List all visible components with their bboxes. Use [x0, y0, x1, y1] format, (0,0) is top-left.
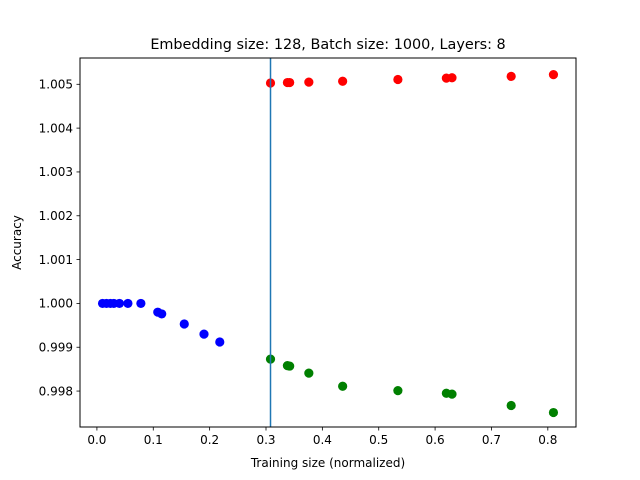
- data-point: [114, 298, 125, 309]
- y-axis-ticks: 0.998 0.999 1.000 1.001 1.002 1.003 1.004 1.005: [39, 77, 80, 398]
- data-point: [393, 386, 403, 396]
- data-point: [548, 407, 559, 418]
- x-tick-label: 0.1: [144, 433, 163, 447]
- x-tick-label: 0.0: [87, 433, 106, 447]
- data-point: [285, 361, 295, 371]
- y-tick-label: 1.001: [39, 253, 73, 267]
- data-point: [179, 319, 189, 329]
- data-point: [304, 368, 314, 378]
- x-tick-label: 0.3: [256, 433, 275, 447]
- x-tick-label: 0.4: [313, 433, 332, 447]
- y-tick-label: 1.000: [39, 297, 73, 311]
- data-point: [447, 73, 457, 83]
- data-point: [123, 298, 133, 309]
- chart-title: Embedding size: 128, Batch size: 1000, L…: [150, 37, 505, 53]
- data-point: [157, 309, 167, 319]
- data-point: [393, 74, 403, 85]
- y-tick-label: 1.002: [39, 209, 73, 223]
- y-axis-label: Accuracy: [10, 215, 24, 270]
- data-point: [338, 76, 348, 86]
- y-tick-label: 1.004: [39, 121, 73, 135]
- x-tick-label: 0.6: [426, 433, 445, 447]
- data-point: [506, 71, 516, 82]
- x-tick-label: 0.2: [200, 433, 219, 447]
- data-point: [215, 337, 225, 347]
- x-tick-label: 0.5: [369, 433, 388, 447]
- data-point: [506, 400, 516, 411]
- data-point: [285, 77, 295, 88]
- plot-layer: [97, 58, 559, 427]
- y-tick-label: 1.005: [39, 77, 73, 91]
- data-point: [136, 298, 146, 309]
- data-point: [304, 77, 314, 87]
- y-tick-label: 0.999: [39, 340, 73, 354]
- x-axis-label: Training size (normalized): [250, 456, 405, 470]
- data-point: [548, 70, 559, 80]
- data-point: [338, 381, 348, 391]
- data-point: [199, 329, 209, 339]
- data-point: [447, 389, 457, 399]
- y-tick-label: 0.998: [39, 384, 73, 398]
- x-axis-ticks: 0.0 0.1 0.2 0.3 0.4 0.5 0.6 0.7 0.8: [87, 427, 557, 447]
- plot-frame: [79, 57, 577, 428]
- x-tick-label: 0.7: [482, 433, 501, 447]
- y-tick-label: 1.003: [39, 165, 73, 179]
- x-tick-label: 0.8: [538, 433, 557, 447]
